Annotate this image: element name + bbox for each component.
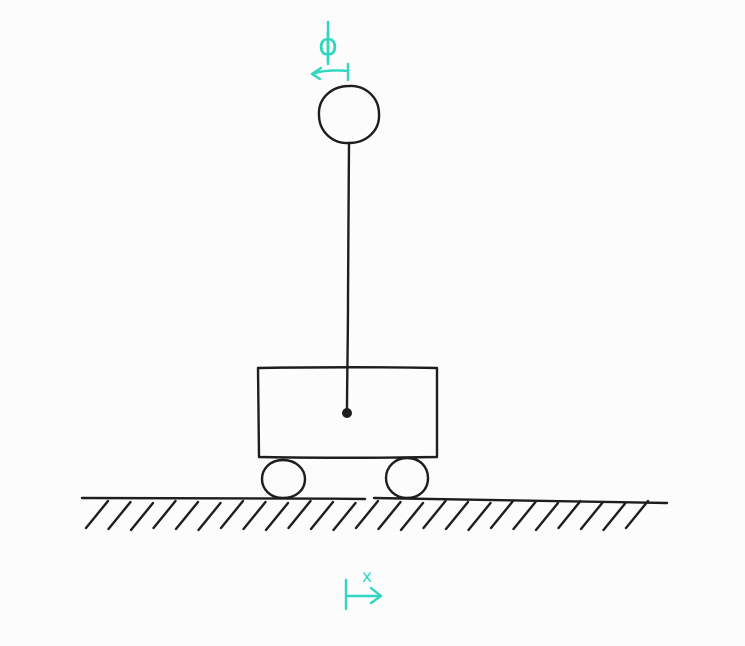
hatch-stroke bbox=[287, 499, 312, 530]
hatch-stroke bbox=[264, 501, 290, 532]
pivot-dot bbox=[342, 408, 352, 418]
hatch-stroke bbox=[197, 501, 222, 532]
hatch-stroke bbox=[624, 499, 650, 530]
hatch-stroke bbox=[174, 500, 200, 531]
left-wheel bbox=[260, 458, 307, 500]
hatch-stroke bbox=[444, 500, 470, 531]
cart-body bbox=[256, 366, 439, 459]
hatch-stroke bbox=[467, 501, 492, 532]
hatch-stroke bbox=[489, 499, 515, 530]
position-marker: x bbox=[344, 567, 383, 611]
angle-label: ϕ bbox=[318, 28, 338, 63]
arrow-right-icon bbox=[344, 586, 383, 605]
hatch-stroke bbox=[107, 500, 132, 531]
pendulum-bob bbox=[317, 84, 381, 145]
position-label: x bbox=[362, 567, 372, 587]
hatch-stroke bbox=[354, 499, 380, 530]
hatch-stroke bbox=[152, 499, 177, 530]
hatch-stroke bbox=[422, 499, 447, 530]
hatch-stroke bbox=[129, 501, 155, 532]
hatch-stroke bbox=[602, 501, 627, 532]
hatch-stroke bbox=[557, 499, 582, 530]
hatch-stroke bbox=[579, 500, 605, 531]
ground-line bbox=[80, 496, 669, 505]
hatch-stroke bbox=[219, 499, 245, 530]
pendulum-rod bbox=[345, 141, 351, 413]
hatch-stroke bbox=[309, 500, 335, 531]
hatch-stroke bbox=[399, 501, 425, 532]
hatch-stroke bbox=[242, 500, 267, 531]
ground-hatching bbox=[84, 499, 650, 532]
hatch-stroke bbox=[332, 501, 357, 532]
hatch-stroke bbox=[84, 499, 110, 530]
hatch-stroke bbox=[512, 500, 537, 531]
hatch-stroke bbox=[377, 500, 402, 531]
right-wheel bbox=[384, 456, 430, 500]
angle-marker: ϕ bbox=[310, 20, 350, 82]
hatch-stroke bbox=[534, 501, 560, 532]
curved-arrow-left-icon bbox=[310, 62, 350, 82]
